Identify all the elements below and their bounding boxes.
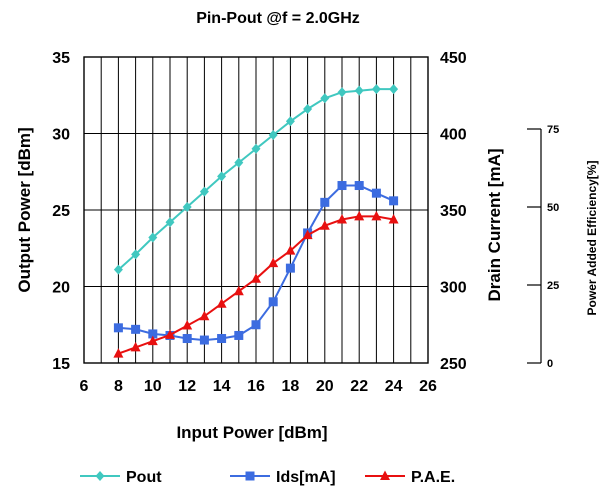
y-right-tick-label: 300 xyxy=(440,280,467,297)
data-point xyxy=(199,335,209,345)
legend: Pout Ids[mA] P.A.E. xyxy=(80,469,455,486)
data-point xyxy=(389,196,399,206)
x-tick-label: 8 xyxy=(114,378,123,395)
y-right-tick-label: 450 xyxy=(440,50,467,67)
y-right-tick-label: 350 xyxy=(440,203,467,220)
data-point xyxy=(371,188,381,198)
data-point xyxy=(233,285,244,296)
data-point xyxy=(182,201,192,212)
x-tick-label: 18 xyxy=(282,378,300,395)
data-point xyxy=(285,245,296,255)
data-point xyxy=(113,264,123,275)
data-point xyxy=(388,213,399,224)
data-point xyxy=(354,85,364,96)
data-point xyxy=(251,273,261,283)
data-point xyxy=(285,116,295,127)
y-left-tick-label: 25 xyxy=(52,203,70,220)
data-point xyxy=(251,143,261,154)
y-left-tick-label: 20 xyxy=(52,280,70,297)
data-point xyxy=(131,249,141,260)
x-tick-label: 24 xyxy=(385,378,403,395)
data-point xyxy=(285,263,295,273)
x-tick-label: 6 xyxy=(80,378,89,395)
data-point xyxy=(217,334,227,344)
data-point xyxy=(303,104,313,115)
data-point xyxy=(251,320,261,330)
legend-label: Ids[mA] xyxy=(276,469,336,486)
data-point xyxy=(234,157,244,168)
grid xyxy=(84,56,428,364)
data-point xyxy=(130,341,141,352)
chart-title: Pin-Pout @f = 2.0GHz xyxy=(196,10,360,27)
x-tick-label: 14 xyxy=(213,378,231,395)
series-group xyxy=(113,84,399,358)
y-left-tick-labels: 15 20 25 30 35 xyxy=(52,50,70,373)
x-tick-label: 10 xyxy=(144,378,162,395)
x-tick-label: 26 xyxy=(419,378,437,395)
legend-label: P.A.E. xyxy=(411,469,455,486)
y-right2-axis-label: Power Added Efficiency[%] xyxy=(585,161,599,316)
y-right-tick-label: 400 xyxy=(440,127,467,144)
data-point xyxy=(113,348,124,358)
data-point xyxy=(371,84,381,95)
data-point xyxy=(354,210,365,221)
y-left-axis-label: Output Power [dBm] xyxy=(15,127,34,292)
data-point xyxy=(371,210,382,221)
data-point xyxy=(337,181,347,191)
data-point xyxy=(337,87,347,98)
data-point xyxy=(182,320,193,330)
x-axis-label: Input Power [dBm] xyxy=(176,423,327,442)
data-point xyxy=(217,171,227,182)
legend-marker xyxy=(245,471,255,481)
x-tick-label: 20 xyxy=(316,378,334,395)
y-right2-tick-label: 0 xyxy=(547,358,553,370)
y-right2-tick-label: 50 xyxy=(547,202,559,214)
data-point xyxy=(268,257,279,268)
pae-axis-ticks: 0 25 50 75 xyxy=(527,124,559,370)
x-tick-label: 12 xyxy=(178,378,196,395)
legend-label: Pout xyxy=(126,469,162,486)
data-point xyxy=(165,217,175,228)
data-point xyxy=(165,329,175,339)
data-point xyxy=(268,130,278,141)
y-left-tick-label: 30 xyxy=(52,127,70,144)
data-point xyxy=(389,84,399,95)
y-right-tick-label: 250 xyxy=(440,356,467,373)
data-point xyxy=(199,310,210,321)
y-right-tick-labels: 250 300 350 400 450 xyxy=(440,50,467,373)
legend-marker xyxy=(380,470,390,480)
data-point xyxy=(199,186,209,197)
x-tick-label: 22 xyxy=(350,378,368,395)
data-point xyxy=(234,330,244,340)
y-left-tick-label: 15 xyxy=(52,356,70,373)
data-point xyxy=(320,197,330,207)
data-point xyxy=(337,213,347,224)
data-point xyxy=(148,232,158,243)
y-right2-tick-label: 75 xyxy=(547,124,559,136)
data-point xyxy=(302,229,313,240)
data-point xyxy=(182,334,192,344)
data-point xyxy=(319,220,330,230)
data-point xyxy=(216,298,227,308)
data-point xyxy=(354,181,364,191)
y-left-tick-label: 35 xyxy=(52,50,70,67)
legend-marker xyxy=(95,471,105,481)
data-point xyxy=(320,93,330,104)
plot-frame xyxy=(83,56,429,364)
x-tick-label: 16 xyxy=(247,378,265,395)
data-point xyxy=(268,297,278,307)
data-point xyxy=(131,324,141,334)
y-right-axis-label: Drain Current [mA] xyxy=(485,148,504,301)
y-right2-tick-label: 25 xyxy=(547,280,559,292)
x-tick-labels: 6 8 10 12 14 16 18 20 22 24 26 xyxy=(80,378,437,395)
data-point xyxy=(113,323,123,333)
data-point xyxy=(147,335,158,346)
data-point xyxy=(148,329,158,339)
